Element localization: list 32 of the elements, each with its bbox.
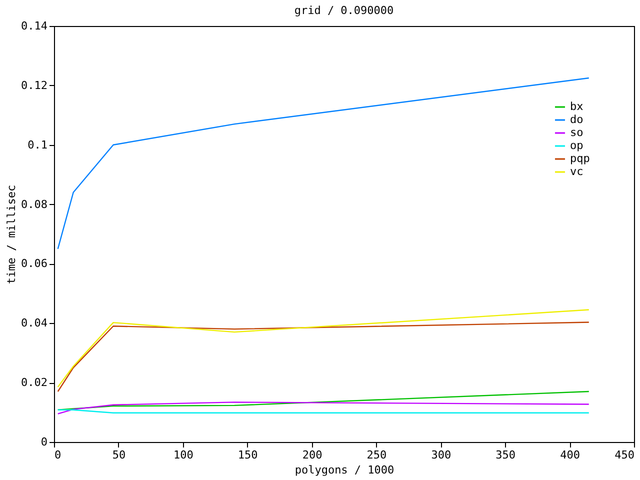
x-tick-label: 350 <box>496 448 516 462</box>
x-tick-label: 450 <box>614 448 634 462</box>
y-tick-label: 0.04 <box>21 316 48 330</box>
line-series <box>57 390 590 411</box>
y-axis-title: time / millisec <box>5 184 18 284</box>
legend-label: do <box>570 113 584 126</box>
chart-title: grid / 0.090000 <box>294 4 394 17</box>
legend-label: so <box>570 126 584 139</box>
legend-label: pqp <box>570 152 590 165</box>
x-tick-label: 250 <box>366 448 387 462</box>
legend-label: bx <box>570 100 584 113</box>
x-tick-label: 400 <box>560 448 580 462</box>
line-series <box>57 322 590 392</box>
y-tick-label: 0.1 <box>28 138 48 152</box>
legend-label: vc <box>570 165 584 178</box>
line-series <box>57 77 590 250</box>
x-tick-label: 0 <box>54 448 62 462</box>
x-tick-label: 50 <box>112 448 126 462</box>
x-tick-label: 300 <box>431 448 452 462</box>
y-tick-label: 0.12 <box>21 78 48 92</box>
y-tick-label: 0.14 <box>21 20 48 32</box>
x-tick-label: 200 <box>302 448 322 462</box>
line-series <box>57 402 590 414</box>
x-tick-label: 100 <box>173 448 194 462</box>
y-tick-label: 0 <box>40 436 48 448</box>
y-tick-label: 0.08 <box>21 198 48 211</box>
x-tick-label: 150 <box>238 448 258 462</box>
y-tick-label: 0.06 <box>21 257 48 270</box>
y-tick-label: 0.02 <box>21 376 48 390</box>
line-series <box>57 309 590 388</box>
x-axis-title: polygons / 1000 <box>294 464 394 476</box>
legend-label: op <box>570 139 584 152</box>
